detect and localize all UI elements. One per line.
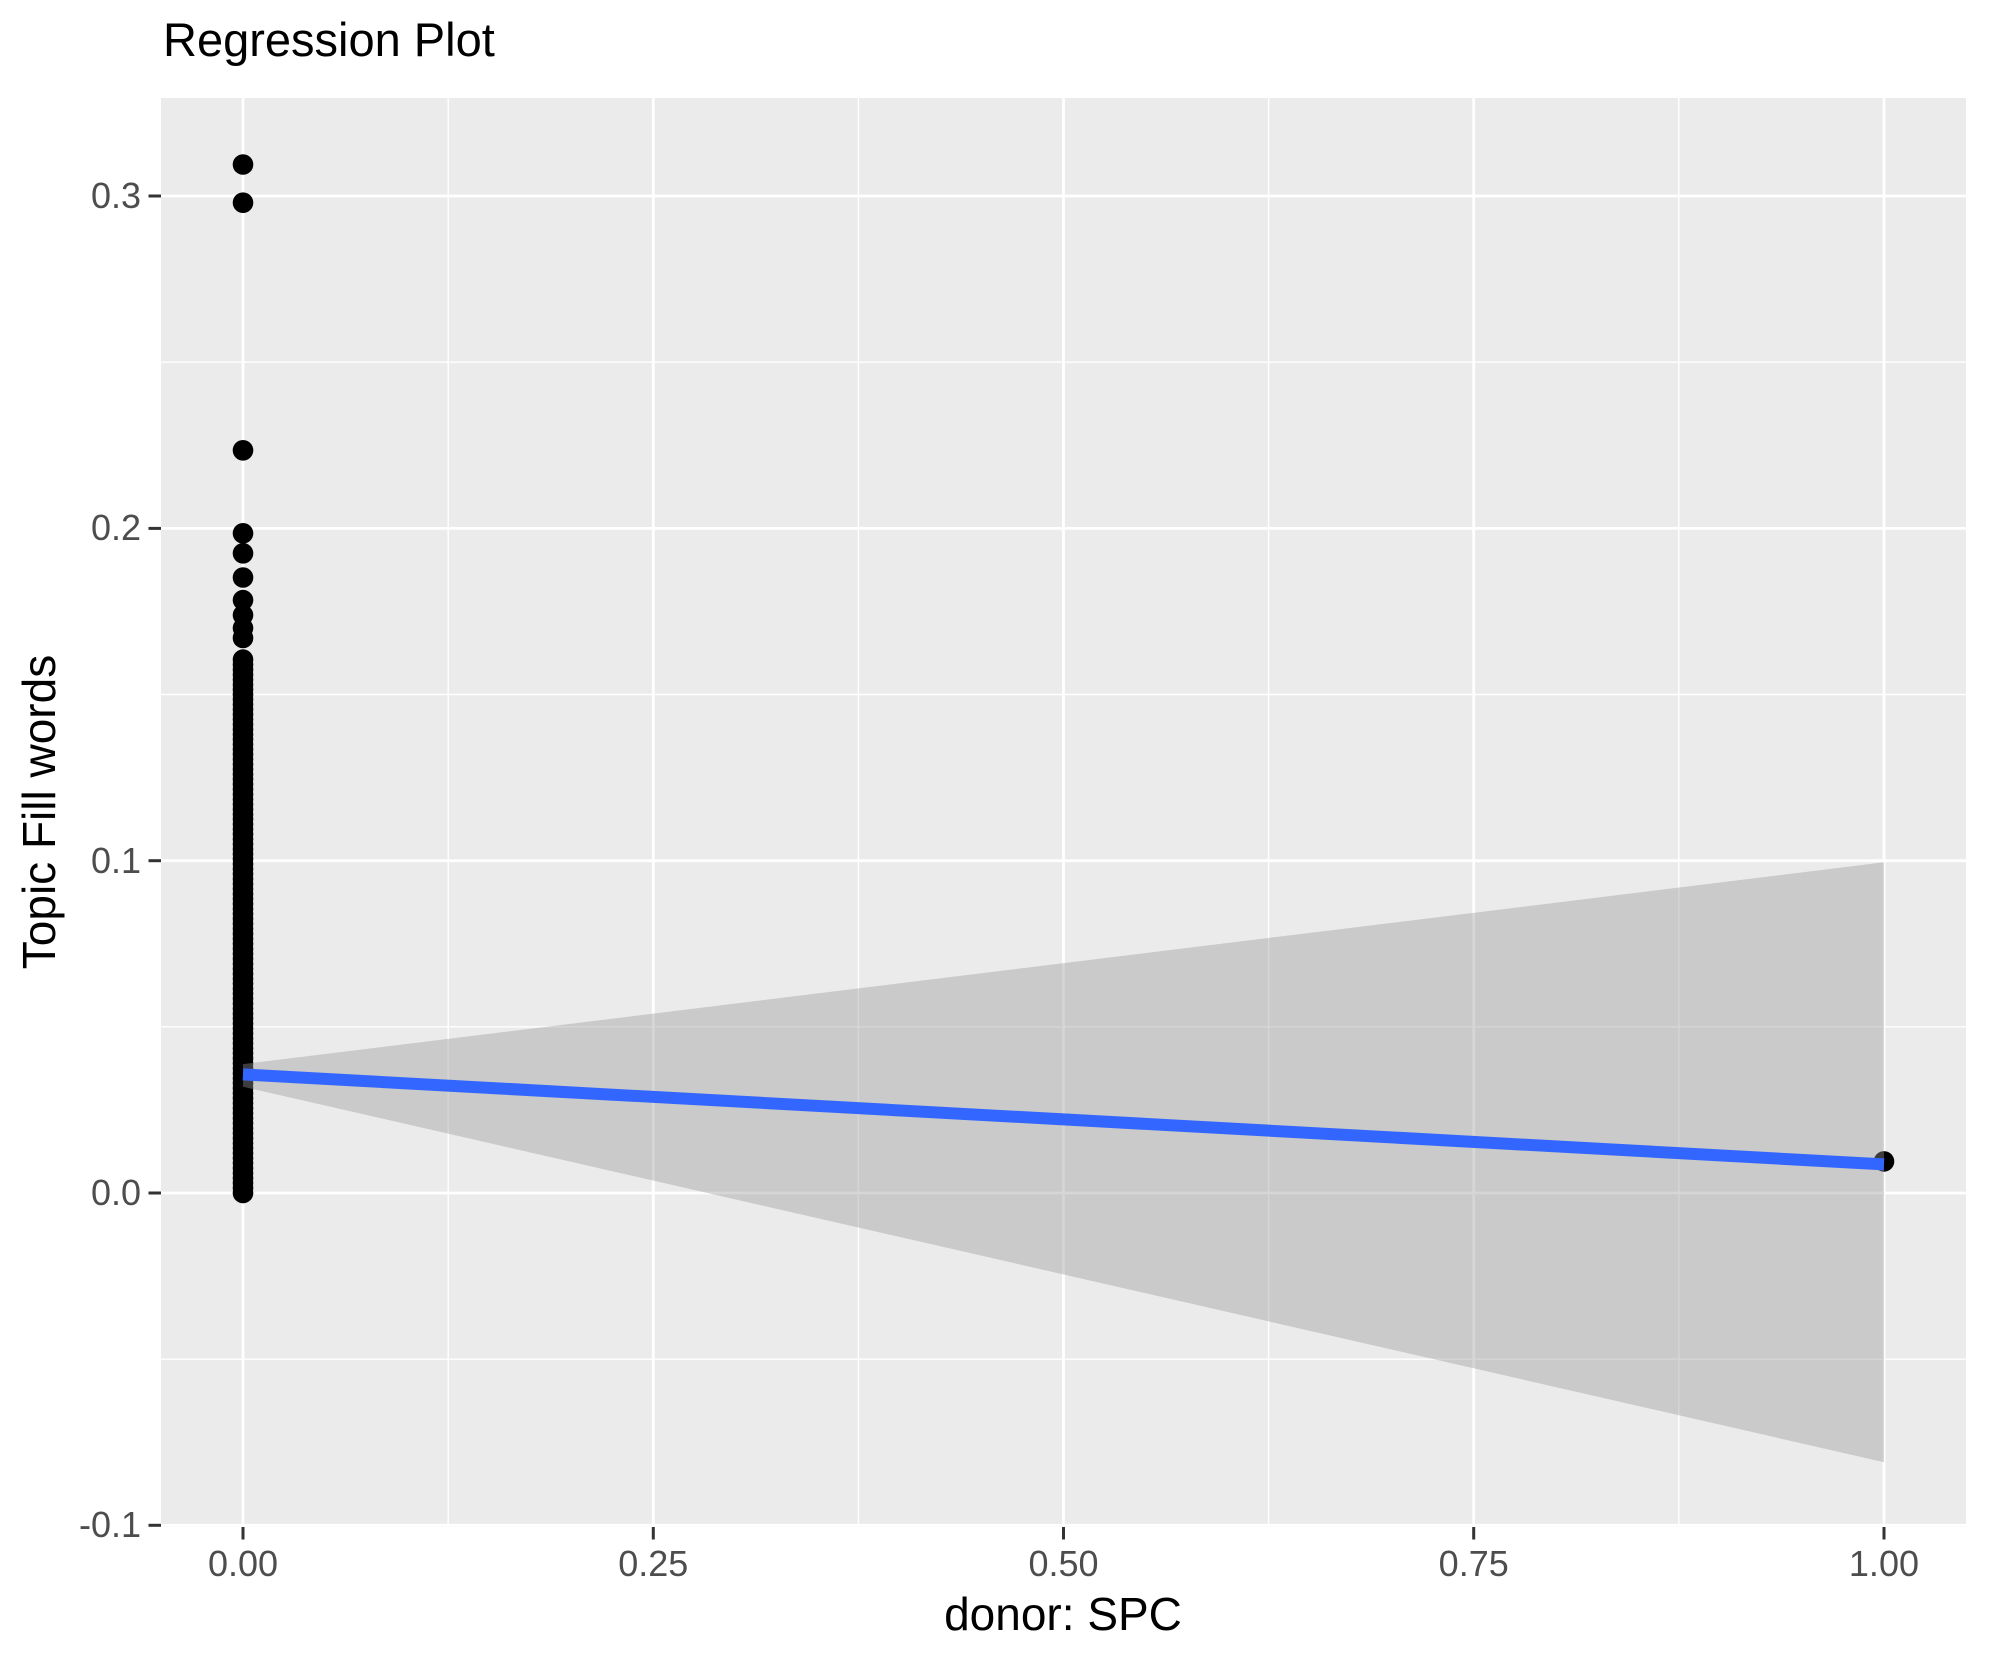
data-point bbox=[232, 567, 254, 588]
data-point bbox=[232, 154, 254, 175]
y-tick-label: 0.1 bbox=[90, 839, 141, 881]
x-tick-label: 0.50 bbox=[1028, 1543, 1099, 1584]
x-tick-label: 1.00 bbox=[1848, 1543, 1919, 1584]
data-point bbox=[232, 523, 254, 544]
y-tick-label: 0.0 bbox=[90, 1172, 141, 1213]
data-point bbox=[232, 192, 254, 213]
x-tick-label: 0.00 bbox=[207, 1543, 279, 1584]
data-point bbox=[232, 543, 254, 564]
x-tick-label: 0.75 bbox=[1438, 1543, 1509, 1584]
y-axis-title: Topic Fill words bbox=[13, 654, 65, 970]
data-point bbox=[232, 649, 254, 670]
data-point bbox=[232, 589, 254, 611]
plot-title: Regression Plot bbox=[163, 13, 495, 66]
data-point bbox=[232, 627, 254, 649]
confidence-band bbox=[243, 862, 1884, 1463]
y-tick-label: -0.1 bbox=[78, 1504, 141, 1546]
data-point bbox=[232, 440, 254, 461]
y-tick-label: 0.2 bbox=[90, 507, 141, 549]
x-axis-title: donor: SPC bbox=[944, 1588, 1182, 1640]
regression-line bbox=[242, 1068, 1885, 1171]
y-tick-label: 0.3 bbox=[90, 175, 141, 217]
x-tick-label: 0.25 bbox=[618, 1543, 689, 1584]
